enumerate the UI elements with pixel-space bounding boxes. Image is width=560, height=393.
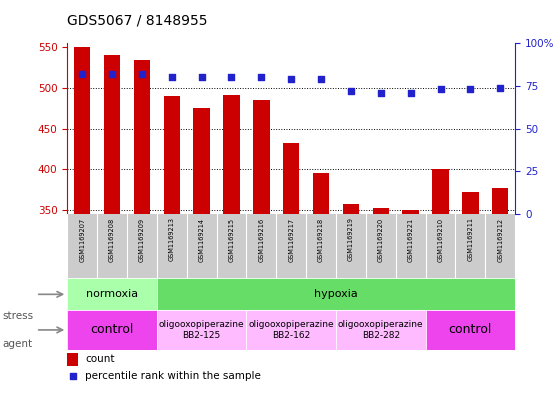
Point (316, 76, 325, 82)
Bar (426, 310, 515, 349)
Point (108, 71, 116, 77)
Point (436, 86, 445, 92)
Bar (134, 59, 150, 214)
Point (406, 90, 415, 96)
Bar (67, 278, 157, 310)
Text: GSM1169219: GSM1169219 (348, 217, 354, 261)
Text: GSM1169214: GSM1169214 (199, 217, 204, 261)
Text: GSM1169217: GSM1169217 (288, 217, 294, 261)
Text: normoxia: normoxia (86, 289, 138, 299)
Point (197, 74, 206, 81)
Point (257, 74, 266, 81)
Bar (432, 169, 449, 214)
Text: GSM1169216: GSM1169216 (258, 217, 264, 261)
Bar (223, 95, 240, 214)
Bar (104, 55, 120, 214)
Text: GSM1169221: GSM1169221 (408, 217, 414, 261)
Point (347, 88, 356, 94)
Bar (67, 353, 78, 365)
Point (227, 74, 236, 81)
Text: oligooxopiperazine
BB2-162: oligooxopiperazine BB2-162 (249, 320, 334, 340)
Bar (157, 278, 515, 310)
Bar (403, 210, 419, 214)
Bar (283, 143, 300, 214)
Text: GSM1169208: GSM1169208 (109, 217, 115, 262)
Bar (193, 108, 210, 214)
Bar (157, 310, 246, 349)
Text: GSM1169207: GSM1169207 (79, 217, 85, 262)
Text: GSM1169212: GSM1169212 (497, 217, 503, 261)
Bar (246, 310, 336, 349)
Text: GSM1169215: GSM1169215 (228, 217, 235, 261)
Point (376, 90, 385, 96)
Text: oligooxopiperazine
BB2-282: oligooxopiperazine BB2-282 (338, 320, 423, 340)
Text: GSM1169210: GSM1169210 (437, 217, 444, 261)
Text: GSM1169213: GSM1169213 (169, 217, 175, 261)
Text: GSM1169220: GSM1169220 (378, 217, 384, 262)
Bar (492, 188, 508, 214)
Text: hypoxia: hypoxia (314, 289, 358, 299)
Text: control: control (449, 323, 492, 336)
Bar (67, 310, 157, 349)
Bar (372, 208, 389, 214)
Text: agent: agent (3, 339, 33, 349)
Bar (343, 204, 359, 214)
Text: GSM1169209: GSM1169209 (139, 217, 145, 261)
Point (167, 74, 176, 81)
Point (137, 71, 146, 77)
Bar (313, 173, 329, 214)
Text: control: control (90, 323, 134, 336)
Text: count: count (85, 354, 115, 364)
Point (68, 373, 77, 379)
Text: GSM1169218: GSM1169218 (318, 217, 324, 261)
Text: GDS5067 / 8148955: GDS5067 / 8148955 (67, 13, 208, 28)
Text: oligooxopiperazine
BB2-125: oligooxopiperazine BB2-125 (159, 320, 244, 340)
Bar (336, 310, 426, 349)
Bar (164, 96, 180, 214)
Text: percentile rank within the sample: percentile rank within the sample (85, 371, 261, 381)
Point (78, 71, 87, 77)
Text: stress: stress (3, 311, 34, 321)
Point (287, 76, 296, 82)
Bar (253, 100, 269, 214)
Point (496, 84, 505, 91)
Text: GSM1169211: GSM1169211 (468, 217, 473, 261)
Bar (74, 47, 90, 214)
Point (466, 86, 475, 92)
Bar (462, 192, 479, 214)
